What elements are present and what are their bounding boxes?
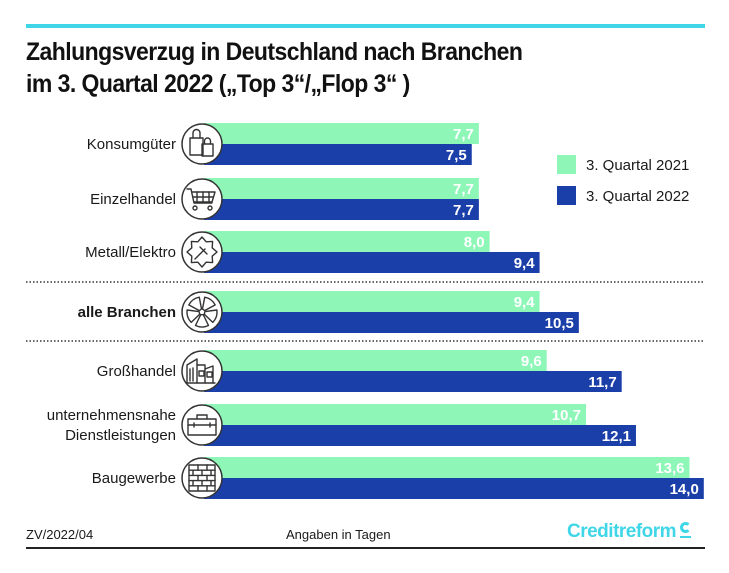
category-label: alle Branchen <box>78 304 176 321</box>
category-label: Dienstleistungen <box>65 427 176 444</box>
bag-small <box>201 143 214 157</box>
footer-code: ZV/2022/04 <box>26 527 94 542</box>
pie-segment <box>201 296 216 312</box>
category-group: 13,6 14,0 Baugewerbe <box>92 457 704 499</box>
category-label: Metall/Elektro <box>85 244 176 261</box>
bar-2021 <box>204 457 690 478</box>
bar-2021 <box>204 350 547 371</box>
category-group: 8,0 9,4 Metall/Elektro <box>85 231 540 273</box>
case-handle <box>196 414 208 420</box>
building-right <box>204 365 214 384</box>
icon-circle <box>181 178 223 220</box>
top-accent-rule <box>26 24 705 28</box>
pie-segment <box>203 309 218 324</box>
bar-2021 <box>204 123 479 144</box>
briefcase-icon <box>187 414 217 436</box>
legend-label-2022: 3. Quartal 2022 <box>586 188 689 205</box>
category-group: 9,4 10,5 alle Branchen <box>78 291 579 333</box>
value-label-2021: 13,6 <box>655 460 684 477</box>
building-doors <box>198 370 213 378</box>
bar-2021 <box>204 291 540 312</box>
bag-small-handle <box>203 137 212 145</box>
value-label-2021: 7,7 <box>453 126 474 143</box>
value-label-2021: 9,4 <box>514 294 536 311</box>
value-label-2022: 7,7 <box>453 202 474 219</box>
bar-2022 <box>204 478 704 499</box>
pie-segment <box>186 309 201 324</box>
bar-2022 <box>204 199 479 220</box>
bar-2021 <box>204 404 586 425</box>
category-label: Konsumgüter <box>87 136 176 153</box>
gear-outline <box>186 236 218 268</box>
category-group: 7,7 7,5 Konsumgüter <box>87 123 479 165</box>
bag-large-handle <box>192 128 201 139</box>
legend-swatch-2022 <box>557 186 576 205</box>
value-label-2021: 8,0 <box>464 234 485 251</box>
category-group: 7,7 7,7 Einzelhandel <box>90 178 479 220</box>
shopping-cart-icon <box>186 188 216 211</box>
value-label-2022: 9,4 <box>514 255 536 272</box>
title-line-2: im 3. Quartal 2022 („Top 3“/„Flop 3“ ) <box>26 70 410 98</box>
chart-title: Zahlungsverzug in Deutschland nach Branc… <box>26 36 652 100</box>
building-left <box>186 358 198 384</box>
brand-name: Creditreform <box>567 521 677 542</box>
pie-wheel-icon <box>186 296 218 328</box>
category-label: unternehmensnahe <box>47 407 176 424</box>
value-label-2021: 10,7 <box>552 407 581 424</box>
category-label: Großhandel <box>97 363 176 380</box>
bar-2022 <box>204 425 636 446</box>
shopping-bags-icon <box>189 128 214 157</box>
bottom-rule <box>26 547 705 549</box>
title-line-1: Zahlungsverzug in Deutschland nach Branc… <box>26 38 523 66</box>
building-mid <box>196 364 206 384</box>
legend-label-2021: 3. Quartal 2021 <box>586 157 689 174</box>
value-label-2022: 14,0 <box>670 481 699 498</box>
cart-wheel <box>192 205 198 211</box>
pie-segment <box>188 296 203 312</box>
pie-segment <box>194 314 210 328</box>
footer-unit-note: Angaben in Tagen <box>286 527 391 542</box>
category-group: 10,7 12,1 unternehmensnahe Dienstleistungen <box>47 404 636 446</box>
bar-2022 <box>204 252 540 273</box>
icon-circle <box>181 457 223 499</box>
cart-frame <box>186 188 213 204</box>
value-label-2021: 9,6 <box>521 353 542 370</box>
value-label-2022: 11,7 <box>588 374 616 391</box>
value-label-2022: 12,1 <box>602 428 631 445</box>
gear-plug-icon <box>186 236 218 268</box>
legend-swatch-2021 <box>557 155 576 174</box>
icon-circle <box>181 291 223 333</box>
bar-2021 <box>204 178 479 199</box>
brick-wall-icon <box>188 464 216 492</box>
value-label-2021: 7,7 <box>453 181 474 198</box>
warehouse-icon <box>186 358 216 384</box>
category-label: Einzelhandel <box>90 191 176 208</box>
bar-2021 <box>204 231 490 252</box>
category-group: 9,6 11,7 Großhandel <box>97 350 622 392</box>
bar-2022 <box>204 371 622 392</box>
bar-2022 <box>204 312 579 333</box>
cart-wheel <box>207 205 213 211</box>
brand-logo: Creditreform <box>567 521 692 543</box>
value-label-2022: 7,5 <box>446 147 467 164</box>
cart-grid <box>192 191 214 203</box>
case-clasps <box>193 422 211 428</box>
building-windows <box>189 367 194 382</box>
value-label-2022: 10,5 <box>545 315 574 332</box>
legend: 3. Quartal 2021 3. Quartal 2022 <box>557 155 689 205</box>
plug-shape <box>194 246 208 260</box>
category-label: Baugewerbe <box>92 470 176 487</box>
bar-2022 <box>204 144 472 165</box>
bag-large <box>189 137 204 156</box>
brand-mark-icon <box>680 522 692 540</box>
